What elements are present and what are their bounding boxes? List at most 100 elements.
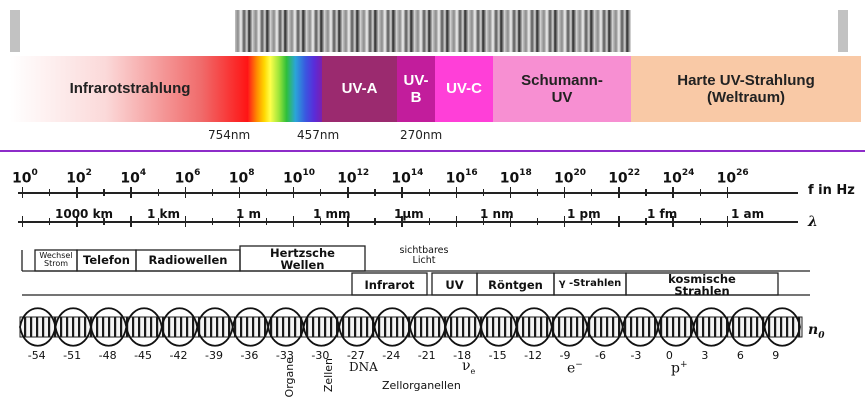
- wavelength-754: 754nm: [208, 128, 251, 142]
- freq-tick: [536, 189, 539, 196]
- label-zellen: Zellen: [322, 358, 335, 393]
- lambda-1km: 1 km: [147, 207, 181, 221]
- lambda-tick: [428, 218, 430, 225]
- freq-tick: [455, 187, 457, 198]
- lambda-1pm: 1 pm: [567, 207, 601, 221]
- freq-tick: [22, 187, 24, 198]
- lambda-tick: [482, 218, 485, 225]
- lambda-axis-line: [18, 221, 798, 223]
- lambda-1am: 1 am: [731, 207, 765, 221]
- freq-label-20: 1020: [554, 168, 587, 187]
- freq-tick: [238, 187, 241, 198]
- freq-tick: [265, 189, 268, 196]
- label-infrarot: Infrarot: [364, 278, 415, 292]
- lambda-tick: [22, 216, 24, 227]
- freq-tick: [699, 189, 701, 196]
- n0-tick--18: -18: [453, 349, 472, 362]
- proton-sup: +: [679, 360, 688, 370]
- freq-tick: [184, 187, 186, 198]
- freq-tick: [130, 187, 132, 198]
- freq-tick: [374, 189, 376, 196]
- freq-tick: [591, 189, 593, 196]
- lambda-tick: [645, 218, 647, 225]
- n0-tick-0: 0: [665, 349, 673, 362]
- n0-tick--24: -24: [382, 349, 401, 362]
- label-dna: DNA: [349, 360, 378, 374]
- label-organe: Organe: [283, 357, 296, 397]
- neutrino-sub: e: [470, 366, 476, 376]
- n0-tick--3: -3: [630, 349, 642, 362]
- band-visible-rainbow: [248, 56, 322, 122]
- n0-tick--9: -9: [559, 349, 571, 362]
- lambda-tick: [265, 218, 268, 225]
- lambda-1000km: 1000 km: [55, 207, 114, 221]
- lambda-tick: [618, 216, 620, 227]
- lambda-1fm: 1 fm: [647, 207, 678, 221]
- n0-tick--42: -42: [169, 349, 188, 362]
- lambda-tick: [509, 216, 512, 227]
- lambda-tick: [49, 218, 51, 225]
- freq-tick: [618, 187, 620, 198]
- lambda-tick: [211, 218, 214, 225]
- freq-label-10: 1010: [283, 168, 316, 187]
- freq-tick: [482, 189, 485, 196]
- band-uvb: UV- B: [397, 56, 435, 122]
- label-kosmisch: kosmische Strahlen: [668, 272, 736, 299]
- label-roentgen: Röntgen: [488, 278, 543, 292]
- frequency-unit-label: f in Hz: [808, 183, 855, 198]
- band-schumann-label: Schumann- UV: [521, 71, 603, 106]
- section-divider: [0, 150, 865, 152]
- band-uvb-label: UV- B: [403, 71, 429, 106]
- freq-tick: [320, 189, 322, 196]
- label-proton: p+: [671, 360, 688, 377]
- spectrum-boxes-svg: [21, 245, 810, 296]
- n0-symbol: n0: [808, 322, 824, 341]
- wavelength-270: 270nm: [400, 128, 443, 142]
- n0-tick--6: -6: [595, 349, 606, 362]
- lambda-tick: [347, 216, 349, 227]
- freq-label-4: 104: [120, 168, 147, 187]
- frequency-axis-line: [18, 192, 798, 194]
- freq-label-18: 1018: [499, 168, 532, 187]
- lambda-tick: [320, 218, 322, 225]
- freq-tick: [645, 189, 647, 196]
- freq-tick: [564, 187, 566, 198]
- freq-tick: [211, 189, 214, 196]
- label-zellorganellen: Zellorganellen: [382, 379, 461, 392]
- lambda-tick: [672, 216, 674, 227]
- freq-label-22: 1022: [608, 168, 641, 187]
- label-telefon: Telefon: [83, 253, 130, 267]
- label-gamma: γ -Strahlen: [558, 278, 622, 289]
- freq-label-2: 102: [66, 168, 92, 187]
- freq-tick: [157, 189, 159, 196]
- lambda-1m: 1 m: [236, 207, 262, 221]
- label-uv: UV: [445, 278, 464, 292]
- freq-tick: [428, 189, 430, 196]
- band-infrarot-label: Infrarotstrahlung: [69, 80, 191, 98]
- lambda-tick: [699, 218, 701, 225]
- freq-label-6: 106: [174, 168, 201, 187]
- n0-striped-band: [19, 316, 803, 338]
- freq-label-14: 1014: [391, 168, 424, 187]
- label-neutrino: νe: [462, 358, 475, 376]
- n0-tick-3: 3: [701, 349, 709, 362]
- proton-symbol: p: [671, 360, 680, 377]
- n0-tick--45: -45: [134, 349, 153, 362]
- label-wechselstrom: Wechsel Strom: [39, 251, 73, 269]
- box-hertzsche-wellen: [239, 245, 366, 272]
- wave-loop: [763, 307, 801, 347]
- lambda-tick: [130, 216, 132, 227]
- lambda-1um: 1μm: [394, 207, 424, 221]
- freq-tick: [347, 187, 349, 198]
- label-electron: e−: [567, 360, 583, 377]
- band-uva-label: UV-A: [341, 80, 378, 98]
- freq-label-16: 1016: [445, 168, 478, 187]
- n0-tick--15: -15: [488, 349, 507, 362]
- lambda-symbol: λ: [808, 214, 818, 230]
- n0-tick-9: 9: [772, 349, 780, 362]
- n0-tick--39: -39: [205, 349, 223, 362]
- n0-wave-band: [19, 307, 803, 347]
- lambda-tick: [591, 218, 593, 225]
- n0-tick--48: -48: [98, 349, 117, 362]
- lambda-tick: [157, 218, 159, 225]
